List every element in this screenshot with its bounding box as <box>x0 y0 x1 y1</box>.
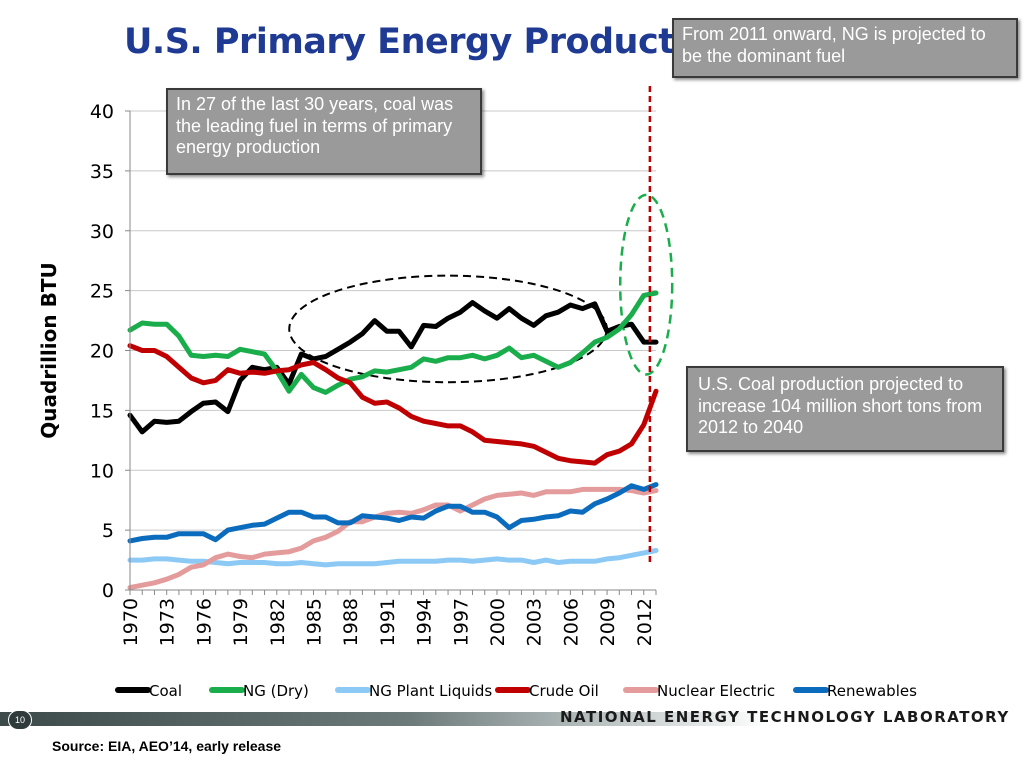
y-tick-label: 25 <box>90 281 114 303</box>
y-tick-label: 30 <box>90 221 114 243</box>
series-line-crude-oil <box>127 343 659 466</box>
x-tick-label: 1988 <box>340 598 362 646</box>
x-tick-label: 2009 <box>597 598 619 646</box>
y-tick-label: 5 <box>102 520 114 542</box>
x-tick-label: 1994 <box>414 598 436 646</box>
x-tick-label: 1976 <box>193 598 215 646</box>
organization-name: NATIONAL ENERGY TECHNOLOGY LABORATORY <box>560 708 1010 726</box>
source-note: Source: EIA, AEO’14, early release <box>52 738 282 754</box>
series-line-coal <box>127 300 659 435</box>
x-tick-label: 1970 <box>120 598 142 646</box>
legend-label: Nuclear Electric <box>657 682 775 700</box>
legend-label: NG (Dry) <box>243 682 309 700</box>
y-tick-label: 0 <box>102 580 114 602</box>
callout-ng-dominant: From 2011 onward, NG is projected to be … <box>672 18 1018 78</box>
legend-label: NG Plant Liquids <box>369 682 492 700</box>
series-line-renewables <box>127 482 659 544</box>
energy-production-chart: 0 5 10 15 20 25 30 35 40 1970 1973 1976 1979 1982 1985… <box>37 86 917 700</box>
y-tick-label: 40 <box>90 101 114 123</box>
slide-title: U.S. Primary Energy Production <box>124 22 672 62</box>
x-tick-label: 1979 <box>230 598 252 646</box>
x-tick-label: 2000 <box>487 598 509 646</box>
x-tick-label: 1991 <box>377 598 399 646</box>
series-line-ng-dry- <box>127 290 659 395</box>
x-tick-label: 1985 <box>303 598 325 646</box>
y-axis-title: Quadrillion BTU <box>37 262 61 438</box>
x-tick-label: 1982 <box>267 598 289 646</box>
legend-label: Renewables <box>827 682 917 700</box>
x-tick-label: 1997 <box>450 598 472 646</box>
series-line-nuclear-electric <box>127 486 659 591</box>
callout-coal-projection: U.S. Coal production projected to increa… <box>686 366 1004 452</box>
annotation-ellipses <box>288 193 674 384</box>
y-tick-label: 35 <box>90 161 114 183</box>
series-lines <box>127 86 659 591</box>
legend-label: Crude Oil <box>529 682 599 700</box>
y-tick-label: 15 <box>90 400 114 422</box>
legend-label: Coal <box>149 682 182 700</box>
y-tick-label: 20 <box>90 341 114 363</box>
legend: Coal NG (Dry) NG Plant Liquids Crude Oil Nuc… <box>115 682 917 700</box>
x-tick-label: 2006 <box>560 598 582 646</box>
callout-coal-leading: In 27 of the last 30 years, coal was the… <box>166 88 482 175</box>
axes: 0 5 10 15 20 25 30 35 40 1970 1973 1976 1979 1982 1985… <box>37 101 657 646</box>
x-tick-label: 2012 <box>634 598 656 646</box>
x-tick-label: 1973 <box>157 598 179 646</box>
ng-crossover-ellipse <box>618 193 674 376</box>
page-number-badge: 10 <box>8 710 32 730</box>
footer-bar <box>0 712 1024 726</box>
series-line-ng-plant-liquids <box>127 548 659 568</box>
x-tick-label: 2003 <box>524 598 546 646</box>
y-tick-label: 10 <box>90 460 114 482</box>
